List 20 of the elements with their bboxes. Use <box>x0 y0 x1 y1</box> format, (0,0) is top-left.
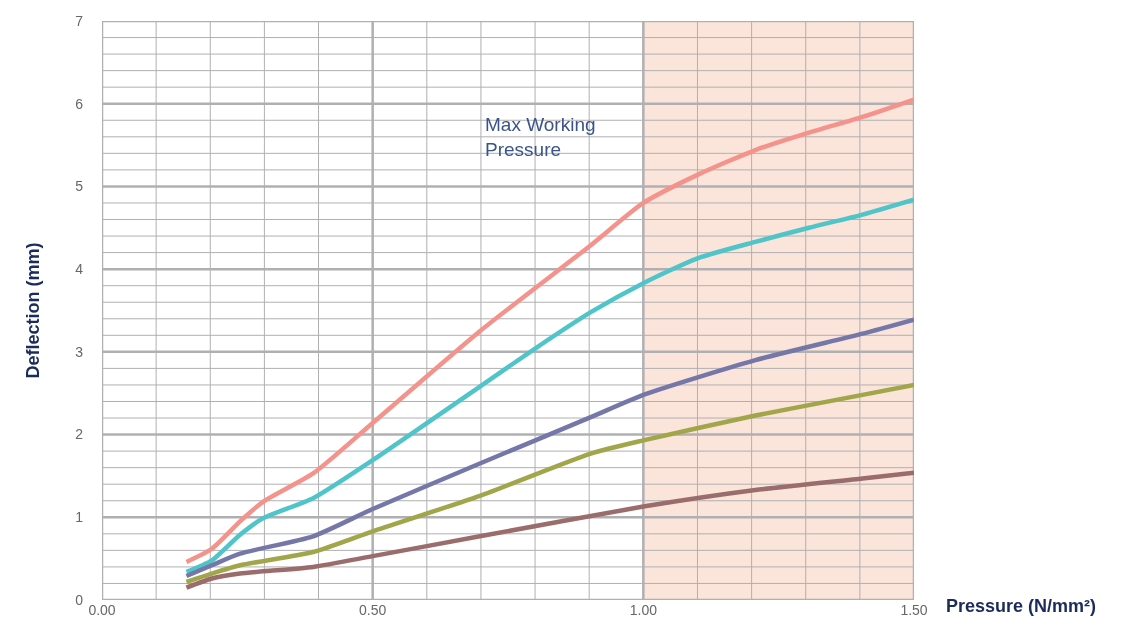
y-tick-label: 0 <box>75 591 84 608</box>
x-tick-label: 1.00 <box>629 602 658 618</box>
x-tick-label: 0.50 <box>359 602 387 618</box>
line-series <box>184 382 914 585</box>
y-tick-label: 4 <box>75 261 84 278</box>
y-axis-title: Deflection (mm) <box>23 242 44 379</box>
y-tick-label: 7 <box>75 12 84 29</box>
x-axis-title: Pressure (N/mm²) <box>946 596 1097 616</box>
x-tick-label: 0.00 <box>88 602 116 618</box>
y-tick-label: 2 <box>75 426 84 443</box>
band-label: Max Working Pressure <box>485 114 596 160</box>
y-tick-label: 3 <box>75 343 84 360</box>
line-series <box>184 317 914 579</box>
line-series <box>184 470 914 590</box>
line-series <box>184 197 914 575</box>
x-tick-label: 1.50 <box>900 602 928 618</box>
y-tick-label: 6 <box>75 95 84 112</box>
y-tick-label: 5 <box>75 178 84 195</box>
line-series <box>184 97 914 565</box>
y-tick-label: 1 <box>75 509 84 526</box>
